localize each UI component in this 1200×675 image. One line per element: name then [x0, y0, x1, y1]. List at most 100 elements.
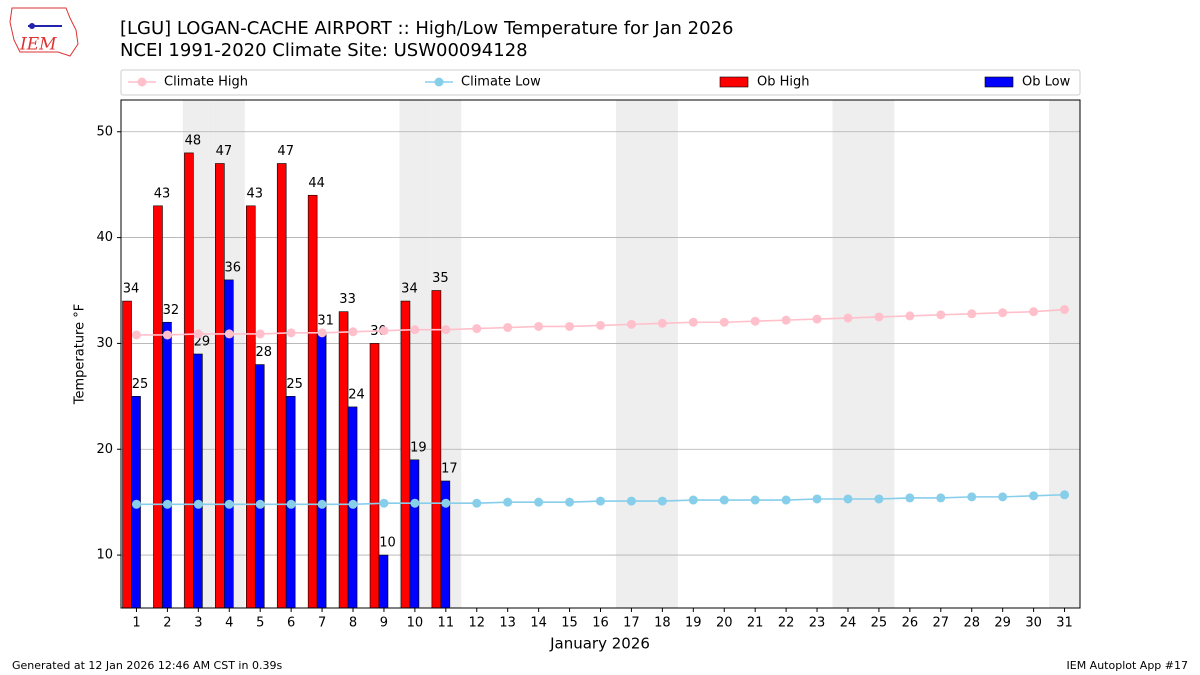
x-tick-label: 6 [287, 616, 295, 631]
x-tick-label: 10 [407, 616, 424, 631]
marker [843, 313, 853, 323]
marker [286, 328, 296, 338]
marker [688, 495, 698, 505]
legend-label: Climate Low [461, 75, 541, 90]
x-tick-label: 16 [592, 616, 609, 631]
data-label: 34 [401, 282, 418, 297]
x-tick-label: 4 [225, 616, 233, 631]
marker [905, 493, 915, 503]
x-tick-label: 18 [654, 616, 671, 631]
chart-title: [LGU] LOGAN-CACHE AIRPORT :: High/Low Te… [120, 18, 733, 39]
x-tick-label: 13 [499, 616, 516, 631]
x-tick-label: 28 [963, 616, 980, 631]
data-label: 44 [308, 176, 325, 191]
marker [967, 309, 977, 319]
marker [843, 494, 853, 504]
data-label: 24 [348, 387, 365, 402]
legend-label: Ob High [757, 75, 810, 90]
bar [215, 163, 225, 609]
marker [131, 499, 141, 509]
marker [1060, 490, 1070, 500]
x-tick-label: 2 [163, 616, 171, 631]
x-tick-label: 3 [194, 616, 202, 631]
marker [626, 319, 636, 329]
x-tick-label: 7 [318, 616, 326, 631]
footer-right: IEM Autoplot App #17 [1067, 659, 1189, 672]
marker [936, 310, 946, 320]
y-tick-label: 40 [96, 230, 113, 245]
marker [441, 498, 451, 508]
x-tick-label: 23 [809, 616, 826, 631]
marker [657, 318, 667, 328]
marker [688, 317, 698, 327]
marker [998, 308, 1008, 318]
marker [472, 498, 482, 508]
logo-dot [29, 23, 35, 29]
legend-swatch [984, 76, 1014, 88]
marker [1029, 307, 1039, 317]
bar [369, 343, 380, 609]
y-tick-label: 20 [96, 442, 113, 457]
bar [276, 163, 287, 609]
x-tick-label: 29 [994, 616, 1011, 631]
bar [409, 459, 420, 609]
data-label: 33 [339, 292, 356, 307]
x-tick-label: 26 [902, 616, 919, 631]
marker [750, 495, 760, 505]
bar [307, 194, 318, 609]
logo: IEM [9, 7, 79, 57]
x-tick-label: 5 [256, 616, 264, 631]
x-tick-label: 30 [1025, 616, 1042, 631]
bar [122, 300, 132, 609]
footer-left: Generated at 12 Jan 2026 12:46 AM CST in… [12, 659, 282, 672]
bar [184, 152, 194, 609]
marker [379, 326, 389, 336]
marker [162, 499, 172, 509]
bar [431, 290, 442, 609]
bar [254, 364, 265, 609]
marker [379, 498, 389, 508]
marker [503, 323, 513, 333]
data-label: 28 [255, 345, 272, 360]
bar [153, 205, 163, 609]
x-tick-label: 31 [1056, 616, 1073, 631]
x-tick-label: 12 [468, 616, 485, 631]
data-label: 34 [123, 282, 140, 297]
bar [224, 279, 234, 609]
marker [131, 330, 141, 340]
weekend-shade [863, 100, 895, 608]
x-tick-label: 22 [778, 616, 795, 631]
marker [565, 497, 575, 507]
x-tick-label: 15 [561, 616, 578, 631]
data-label: 31 [317, 313, 334, 328]
data-label: 19 [410, 440, 427, 455]
marker [596, 320, 605, 330]
marker [1060, 305, 1070, 315]
marker [936, 493, 946, 503]
x-tick-label: 25 [871, 616, 888, 631]
x-tick-label: 27 [933, 616, 950, 631]
y-axis-label: Temperature °F [73, 304, 88, 405]
data-label: 47 [216, 144, 233, 159]
marker [472, 324, 482, 334]
weekend-shade [646, 100, 678, 608]
logo-outline [9, 7, 79, 57]
marker [317, 328, 327, 338]
marker [317, 499, 327, 509]
bar [162, 321, 172, 609]
marker [874, 494, 884, 504]
marker [286, 499, 296, 509]
data-label: 36 [225, 260, 242, 275]
bar [193, 353, 203, 609]
weekend-shade [832, 100, 864, 608]
marker [719, 317, 729, 327]
data-label: 43 [154, 186, 171, 201]
y-tick-label: 50 [96, 124, 113, 139]
bar [400, 300, 411, 609]
x-tick-label: 8 [349, 616, 357, 631]
marker [1029, 491, 1039, 501]
weekend-shade [1049, 100, 1080, 608]
marker [534, 321, 544, 331]
chart-subtitle: NCEI 1991-2020 Climate Site: USW00094128 [120, 40, 528, 61]
bar [245, 205, 256, 609]
